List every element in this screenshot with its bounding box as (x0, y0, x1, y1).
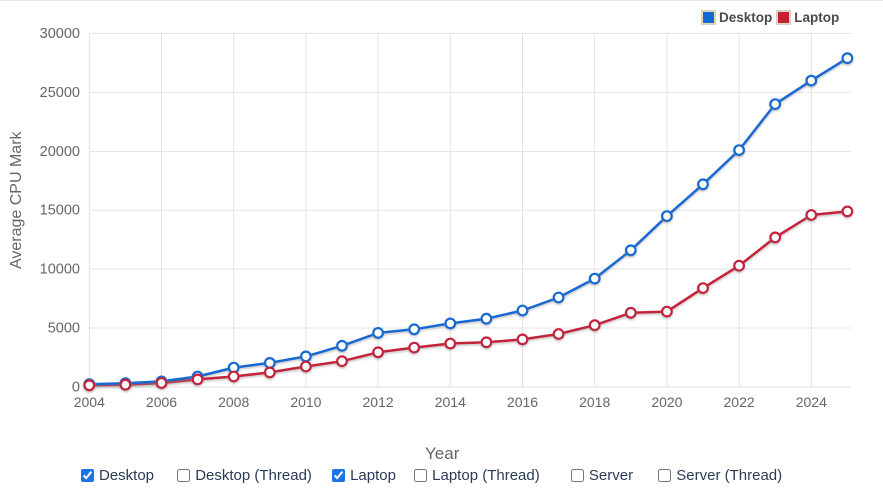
svg-text:15000: 15000 (40, 203, 80, 219)
svg-text:20000: 20000 (40, 144, 80, 160)
svg-text:10000: 10000 (40, 262, 80, 278)
svg-text:2022: 2022 (724, 394, 755, 410)
svg-text:2008: 2008 (218, 394, 249, 410)
svg-text:2006: 2006 (146, 394, 177, 410)
svg-text:2014: 2014 (435, 394, 466, 410)
svg-text:2010: 2010 (290, 394, 321, 410)
svg-text:2024: 2024 (796, 394, 827, 410)
svg-text:5000: 5000 (48, 320, 80, 336)
svg-text:2004: 2004 (74, 394, 105, 410)
svg-text:2016: 2016 (507, 394, 538, 410)
svg-text:2012: 2012 (363, 394, 394, 410)
svg-text:2018: 2018 (579, 394, 610, 410)
svg-text:30000: 30000 (40, 26, 80, 42)
svg-text:2020: 2020 (651, 394, 682, 410)
svg-text:25000: 25000 (40, 85, 80, 101)
